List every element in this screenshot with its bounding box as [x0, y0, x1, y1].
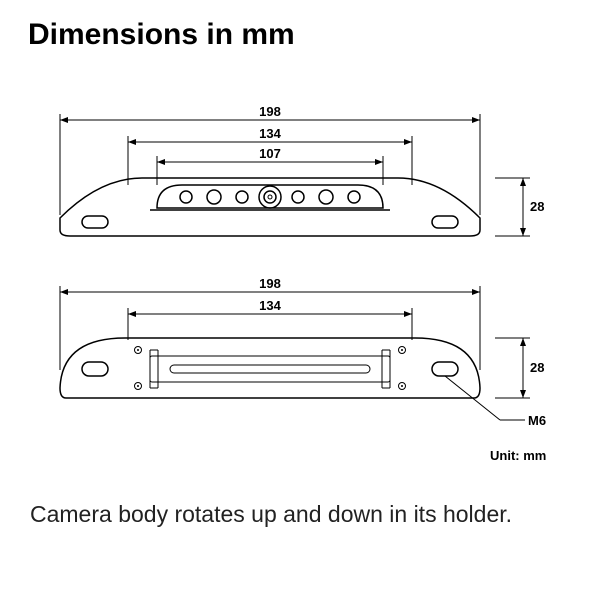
unit-label: Unit: mm	[490, 448, 546, 463]
caption-text: Camera body rotates up and down in its h…	[30, 500, 570, 529]
thread-label: M6	[528, 413, 546, 428]
top-view-drawing: 198 134 28	[30, 270, 550, 460]
dim-inner-width-top: 134	[259, 298, 281, 313]
dim-overall-width-top: 198	[259, 276, 281, 291]
dim-overall-width: 198	[259, 104, 281, 119]
dim-lens-row-width: 107	[259, 146, 281, 161]
front-view-drawing: 198 134 107 28	[30, 100, 550, 260]
dim-height-top: 28	[530, 360, 544, 375]
dim-height-front: 28	[530, 199, 544, 214]
page-title: Dimensions in mm	[28, 18, 295, 52]
dim-inner-width-front: 134	[259, 126, 281, 141]
